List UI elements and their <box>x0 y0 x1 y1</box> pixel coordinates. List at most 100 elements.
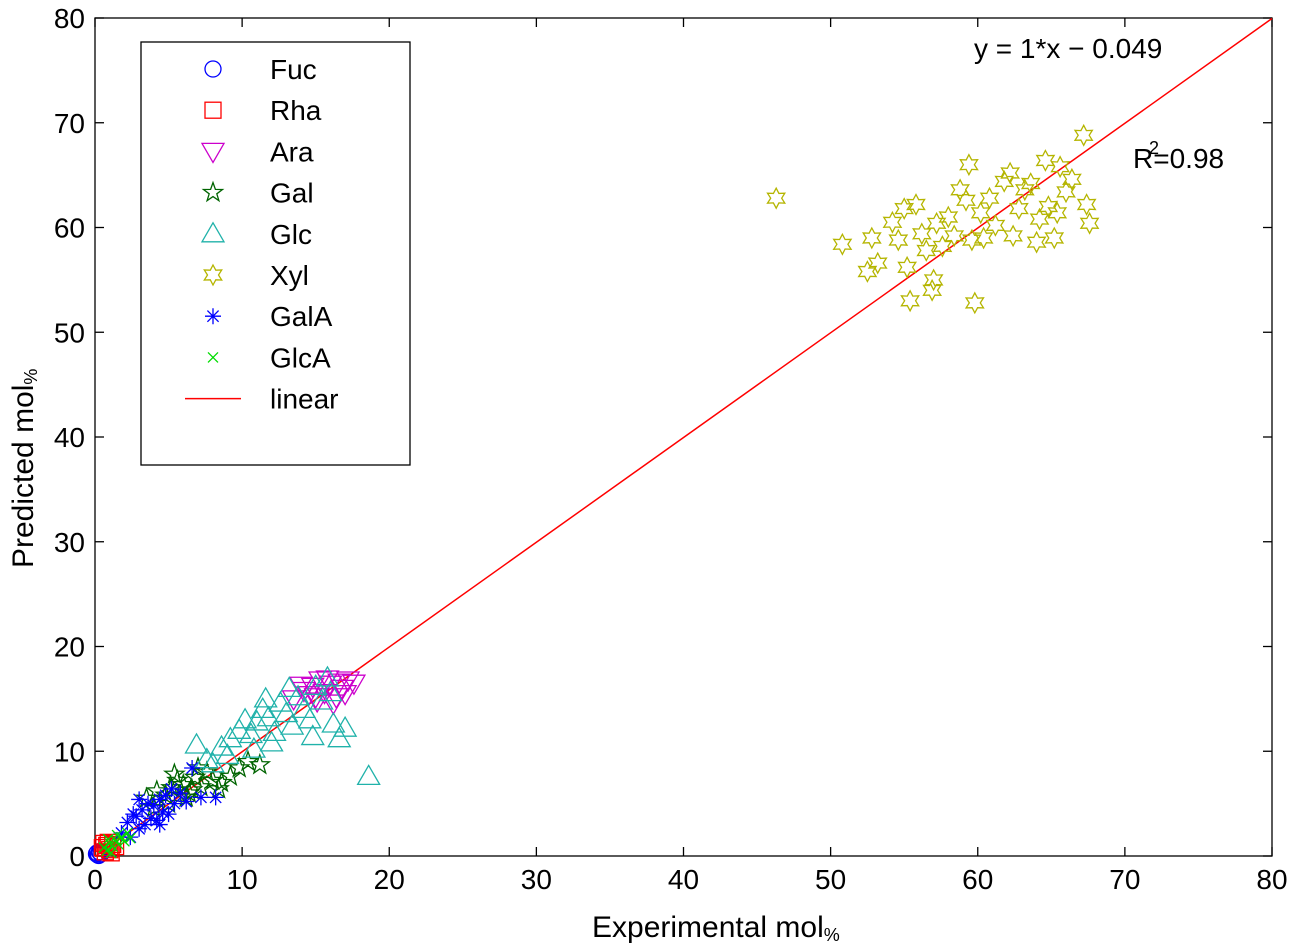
data-point-gala <box>119 814 136 831</box>
data-point-glca <box>111 829 123 841</box>
data-point-xyl <box>1047 201 1068 225</box>
legend-label-linear: linear <box>270 384 338 415</box>
data-point-xyl <box>766 186 787 210</box>
series-xyl <box>766 123 1100 315</box>
x-tick-label: 50 <box>815 864 846 895</box>
y-tick-label: 10 <box>54 736 85 767</box>
data-point-xyl <box>938 205 959 229</box>
data-point-xyl <box>894 197 915 220</box>
y-tick-label: 80 <box>54 3 85 34</box>
axis-ticks <box>94 17 1273 857</box>
x-tick-label: 10 <box>227 864 258 895</box>
legend-marker-fuc <box>204 60 222 78</box>
data-point-gal <box>195 760 219 782</box>
x-axis-label: Experimental mol% <box>592 911 840 945</box>
data-point-xyl <box>923 268 944 292</box>
data-point-ara <box>315 670 340 692</box>
y-tick-label: 0 <box>69 841 85 872</box>
data-point-xyl <box>1056 180 1076 204</box>
data-point-glc <box>253 686 278 708</box>
y-tick-label: 20 <box>54 632 85 663</box>
data-point-ara <box>288 676 314 698</box>
legend-box <box>140 41 411 466</box>
data-point-xyl <box>926 211 947 235</box>
x-tick-label: 80 <box>1256 864 1287 895</box>
data-point-gal <box>236 749 260 772</box>
data-point-gala <box>207 789 224 806</box>
data-point-gala <box>137 816 154 833</box>
data-point-xyl <box>944 224 965 248</box>
data-point-ara <box>281 690 306 712</box>
x-tick-label: 40 <box>668 864 699 895</box>
legend: Fuc Rha Ara Gal Glc Xyl GalA GlcA linear <box>140 41 411 466</box>
y-axis-label: Predicted mol% <box>7 369 41 568</box>
legend-marker-glc <box>200 221 226 243</box>
data-point-gala <box>157 787 174 804</box>
data-point-glc <box>318 680 343 702</box>
data-point-glca <box>107 841 119 853</box>
y-axis-label-subscript: % <box>21 369 41 385</box>
data-point-glc <box>356 764 381 786</box>
data-point-gala <box>131 791 148 808</box>
data-point-glc <box>241 736 267 758</box>
data-point-glca <box>124 832 136 844</box>
data-point-xyl <box>1076 193 1097 216</box>
data-point-glc <box>327 726 352 748</box>
data-point-ara <box>305 692 330 714</box>
r-squared-prefix: R <box>1133 143 1153 174</box>
data-point-xyl <box>900 289 920 313</box>
data-point-ara <box>307 671 333 693</box>
data-point-xyl <box>1050 155 1071 179</box>
x-tick-label: 20 <box>374 864 405 895</box>
y-tick-label: 60 <box>54 213 85 244</box>
fit-line-segment <box>359 17 1273 669</box>
axis-tick-labels: 0 10 20 30 40 50 60 70 80 0 10 20 30 40 50 60 70 80 <box>54 3 1288 895</box>
data-point-xyl <box>1020 172 1041 195</box>
data-point-glc <box>332 715 358 737</box>
data-point-ara <box>332 684 358 706</box>
legend-marker-xyl <box>203 263 223 287</box>
data-point-xyl <box>1000 161 1021 185</box>
data-point-gal <box>207 777 230 799</box>
data-point-glc <box>218 726 243 748</box>
y-tick-label: 30 <box>54 527 85 558</box>
data-point-glc <box>232 707 258 729</box>
data-point-glc <box>274 701 299 723</box>
data-point-glc <box>227 718 252 739</box>
data-point-xyl <box>1038 195 1059 218</box>
data-point-glc <box>303 674 328 695</box>
y-axis-label-text: Predicted mol <box>7 385 40 568</box>
data-point-glca <box>102 833 114 845</box>
data-point-xyl <box>1015 178 1035 202</box>
data-point-ara <box>335 671 361 693</box>
data-point-gala <box>172 785 189 802</box>
data-point-gala <box>142 810 159 827</box>
legend-label-ara: Ara <box>270 136 314 167</box>
data-point-glc <box>309 688 334 710</box>
data-point-glc <box>280 713 305 735</box>
data-point-ara <box>321 694 346 716</box>
data-point-glc <box>300 724 325 746</box>
data-point-xyl <box>964 291 985 315</box>
equation-annotation: y = 1*x − 0.049 <box>974 33 1162 64</box>
data-point-gala <box>184 760 201 777</box>
data-point-gala <box>113 824 130 841</box>
data-point-gal <box>162 762 186 785</box>
legend-marker-ara <box>200 142 226 164</box>
data-point-glc <box>256 705 281 727</box>
data-point-xyl <box>1044 226 1065 250</box>
x-tick-label: 60 <box>962 864 993 895</box>
data-point-xyl <box>1073 123 1094 147</box>
data-point-gala <box>154 804 171 821</box>
legend-marker-rha <box>204 101 222 119</box>
data-point-glc <box>215 743 240 765</box>
data-point-glc <box>291 697 317 718</box>
data-point-glc <box>277 676 302 698</box>
data-point-xyl <box>1009 197 1029 220</box>
legend-label-xyl: Xyl <box>270 260 309 291</box>
legend-label-fuc: Fuc <box>270 54 317 85</box>
data-point-xyl <box>1079 211 1100 235</box>
data-point-xyl <box>1026 230 1047 254</box>
data-point-gal <box>145 779 169 801</box>
